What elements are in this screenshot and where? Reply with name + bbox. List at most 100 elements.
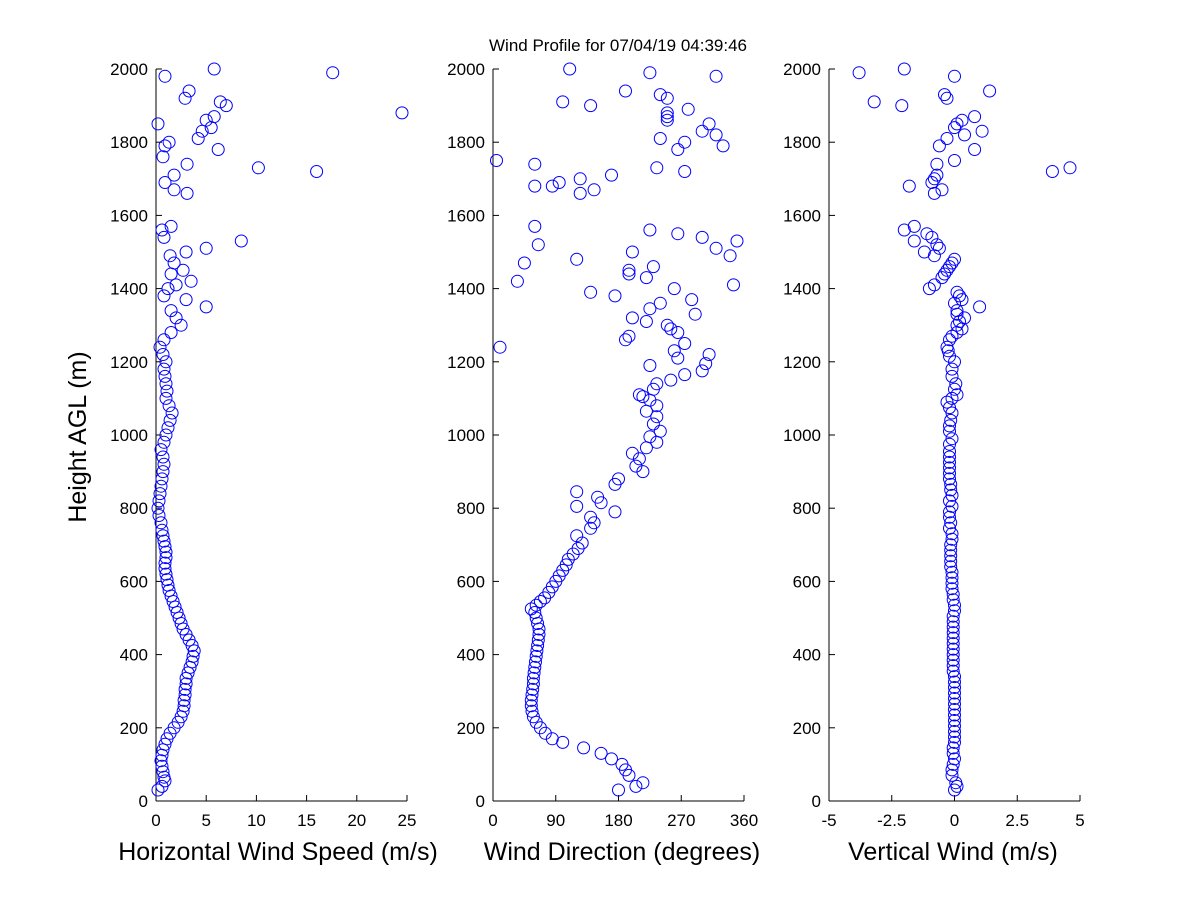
data-point: [622, 329, 636, 343]
y-tick-label: 800: [457, 499, 485, 518]
data-point: [917, 245, 931, 259]
data-point: [186, 649, 200, 663]
data-point: [158, 737, 172, 751]
data-point: [943, 455, 956, 469]
data-point: [570, 252, 584, 266]
data-point: [156, 150, 170, 164]
data-point: [944, 516, 958, 530]
data-point: [709, 128, 723, 142]
data-point: [156, 450, 170, 464]
data-point: [653, 296, 667, 310]
x-tick-label: 25: [398, 811, 417, 830]
data-point: [531, 639, 545, 652]
data-point: [526, 682, 540, 696]
data-point: [943, 521, 956, 535]
data-point: [943, 461, 956, 475]
data-point: [570, 529, 584, 543]
y-tick-label: 200: [120, 719, 148, 738]
data-point: [157, 362, 171, 376]
data-point: [671, 143, 685, 156]
x-tick-label: 180: [604, 811, 632, 830]
y-tick-label: 600: [793, 572, 821, 591]
data-point: [940, 132, 954, 145]
data-point: [716, 139, 730, 153]
data-point: [619, 84, 632, 98]
data-point: [945, 565, 959, 579]
data-point: [902, 179, 916, 193]
data-point: [944, 549, 958, 563]
data-point: [945, 582, 959, 596]
data-point: [234, 234, 248, 248]
x-tick-label: 10: [247, 811, 266, 830]
data-point: [948, 719, 961, 733]
data-point: [199, 241, 213, 255]
data-point: [155, 759, 169, 773]
data-point: [702, 348, 716, 361]
data-point: [625, 245, 639, 259]
data-point: [943, 437, 956, 451]
data-point: [636, 390, 650, 404]
data-point: [945, 527, 959, 541]
data-point: [948, 382, 961, 396]
panel-2: 0 200 400 600 800 1000 1200 1400 1600 1800 2000 0 90…: [447, 60, 760, 866]
data-point: [667, 282, 681, 296]
y-tick-label: 600: [457, 572, 485, 591]
data-point: [159, 567, 173, 581]
data-point: [158, 69, 172, 83]
data-point: [395, 106, 409, 120]
data-point: [159, 355, 173, 369]
data-point: [948, 675, 961, 689]
data-point: [949, 776, 963, 790]
data-point: [529, 649, 543, 663]
data-point: [949, 377, 963, 391]
data-point: [577, 741, 591, 755]
data-point: [326, 66, 340, 80]
data-point: [938, 88, 951, 102]
data-point: [943, 510, 956, 524]
data-point: [946, 631, 960, 645]
data-point: [164, 326, 178, 339]
y-tick-label: 1600: [110, 206, 148, 225]
data-point: [932, 139, 946, 153]
x-tick-label: -5: [821, 811, 836, 830]
data-point: [650, 410, 664, 424]
y-tick-label: 2000: [110, 60, 148, 79]
data-point: [608, 505, 622, 519]
data-point: [946, 659, 960, 673]
data-point: [154, 516, 168, 530]
data-point: [556, 95, 570, 109]
data-point: [948, 154, 961, 167]
data-point: [709, 241, 723, 255]
data-point: [948, 692, 961, 705]
data-point: [943, 450, 956, 464]
data-point: [678, 368, 692, 382]
data-point: [525, 704, 539, 718]
data-point: [191, 132, 205, 145]
data-point: [950, 318, 964, 332]
panel-1: 0 200 400 600 800 1000 1200 1400 1600 1800 2000 0 5 1…: [110, 60, 438, 866]
data-point: [895, 99, 909, 113]
data-point: [552, 176, 566, 189]
data-point: [943, 466, 956, 480]
data-point: [945, 488, 959, 502]
data-point: [643, 430, 657, 444]
data-point: [671, 326, 685, 339]
data-point: [695, 124, 709, 138]
data-point: [179, 293, 193, 307]
data-point: [946, 593, 960, 607]
data-point: [517, 256, 531, 270]
data-point: [943, 333, 956, 347]
data-point: [948, 686, 961, 700]
data-point: [943, 419, 956, 433]
data-point: [948, 703, 961, 716]
y-tick-label: 1800: [447, 133, 485, 152]
data-point: [531, 633, 545, 647]
data-point: [678, 135, 692, 149]
data-point: [940, 395, 954, 409]
data-point: [944, 477, 958, 491]
data-point: [529, 655, 542, 669]
data-point: [176, 704, 190, 718]
data-point: [584, 99, 598, 113]
data-point: [153, 487, 167, 501]
data-point: [664, 373, 678, 387]
